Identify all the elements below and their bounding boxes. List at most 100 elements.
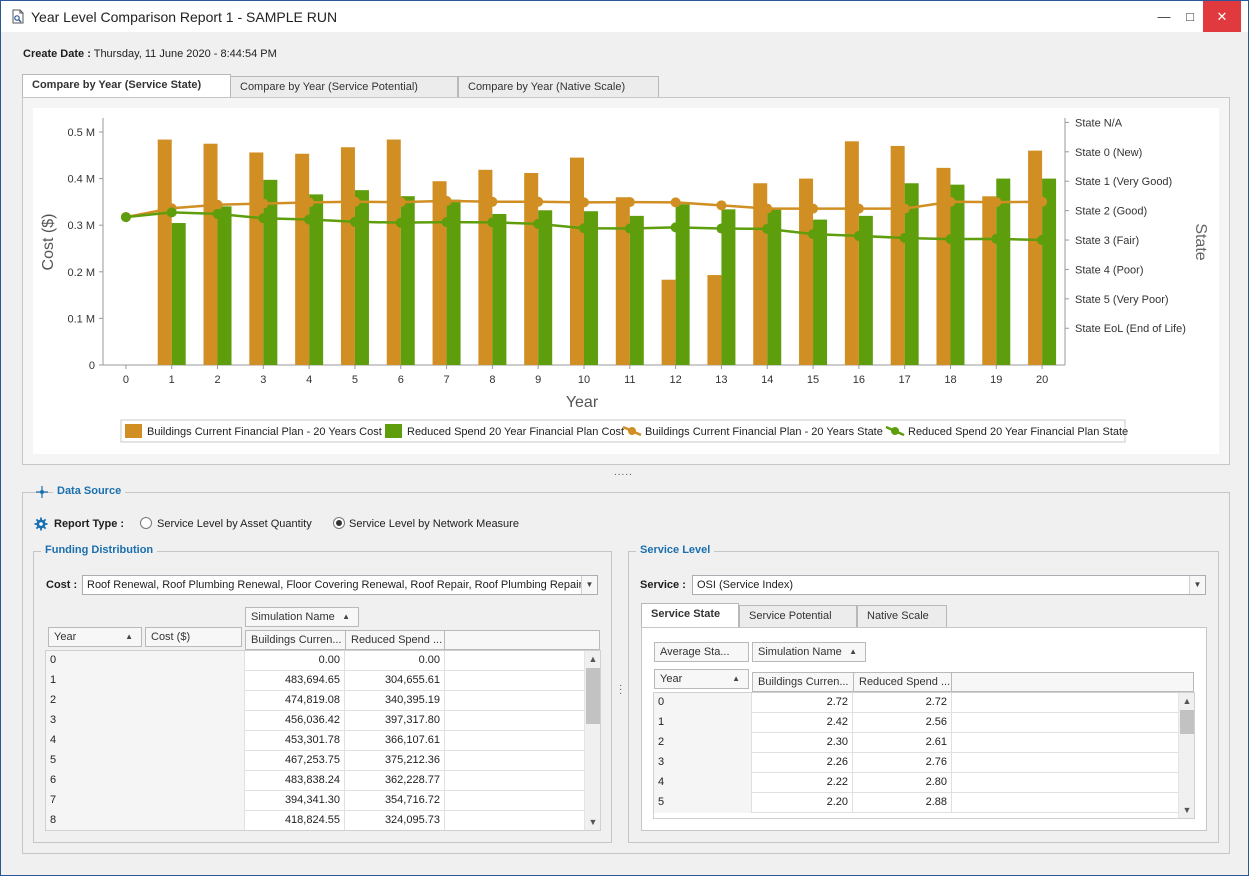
funding-cell-1: 456,036.42 — [245, 711, 345, 731]
service-empty-column-header — [952, 672, 1194, 692]
funding-cell-2: 362,228.77 — [345, 771, 445, 791]
point-buildings-state — [533, 196, 544, 207]
service-combo[interactable]: OSI (Service Index) ▼ — [692, 575, 1206, 595]
tab-compare-service-state[interactable]: Compare by Year (Service State) — [22, 74, 231, 98]
x-tick-label: 7 — [444, 374, 450, 386]
bar-buildings-cost — [982, 196, 997, 365]
point-buildings-state — [716, 200, 727, 211]
cost-column-header[interactable]: Cost ($) — [145, 627, 242, 647]
point-reduced-spend-state — [991, 233, 1002, 244]
close-button[interactable]: ✕ — [1203, 1, 1241, 32]
point-reduced-spend-state — [258, 213, 269, 224]
tab-service-state[interactable]: Service State — [641, 603, 739, 628]
average-state-group-header[interactable]: Average Sta... — [654, 642, 749, 662]
horizontal-splitter[interactable]: · · · — [619, 680, 623, 699]
empty-column-header — [445, 630, 600, 650]
cost-label: Cost : — [46, 579, 78, 591]
table-row[interactable]: 8 418,824.55 324,095.73 — [46, 811, 600, 830]
table-row[interactable]: 2 2.30 2.61 — [654, 733, 1194, 753]
year-column-header[interactable]: Year ▲ — [48, 627, 142, 647]
sort-asc-icon: ▲ — [732, 674, 740, 683]
table-row[interactable]: 0 0.00 0.00 — [46, 651, 600, 671]
point-buildings-state — [1037, 196, 1048, 207]
minimize-button[interactable]: — — [1157, 9, 1171, 24]
service-combo-value: OSI (Service Index) — [697, 579, 793, 591]
table-row[interactable]: 0 2.72 2.72 — [654, 693, 1194, 713]
y2-tick-label: State 0 (New) — [1075, 147, 1142, 159]
point-reduced-spend-state — [624, 223, 635, 234]
table-row[interactable]: 2 474,819.08 340,395.19 — [46, 691, 600, 711]
tab-compare-native-scale[interactable]: Compare by Year (Native Scale) — [458, 76, 659, 98]
scroll-up-icon[interactable]: ▲ — [1182, 696, 1192, 706]
bar-reduced-spend-cost — [400, 196, 415, 365]
x-tick-label: 8 — [489, 374, 495, 386]
service-cell-2: 2.56 — [853, 713, 952, 733]
scroll-up-icon[interactable]: ▲ — [588, 654, 598, 664]
maximize-button[interactable]: □ — [1186, 9, 1194, 24]
table-row[interactable]: 1 2.42 2.56 — [654, 713, 1194, 733]
point-reduced-spend-state — [945, 234, 956, 245]
tab-native-scale[interactable]: Native Scale — [857, 605, 947, 627]
bar-reduced-spend-cost — [584, 211, 598, 365]
x-tick-label: 14 — [761, 374, 773, 386]
table-row[interactable]: 1 483,694.65 304,655.61 — [46, 671, 600, 691]
service-year-column-header[interactable]: Year ▲ — [654, 669, 749, 689]
legend-marker-swatch — [628, 427, 636, 435]
point-reduced-spend-state — [853, 230, 864, 241]
scroll-down-icon[interactable]: ▼ — [588, 817, 598, 827]
service-buildings-column-header[interactable]: Buildings Curren... — [752, 672, 853, 692]
chevron-down-icon[interactable]: ▼ — [1189, 576, 1205, 594]
y-tick-label: 0.3 M — [67, 220, 95, 232]
table-row[interactable]: 7 394,341.30 354,716.72 — [46, 791, 600, 811]
service-cell-0: 1 — [654, 713, 752, 733]
radio-network-measure[interactable] — [333, 517, 345, 529]
tab-service-potential[interactable]: Service Potential — [739, 605, 857, 627]
funding-cell-2: 340,395.19 — [345, 691, 445, 711]
bar-buildings-cost — [340, 147, 355, 365]
table-row[interactable]: 5 467,253.75 375,212.36 — [46, 751, 600, 771]
table-row[interactable]: 4 2.22 2.80 — [654, 773, 1194, 793]
scroll-thumb[interactable] — [586, 668, 600, 724]
radio-asset-quantity[interactable] — [140, 517, 152, 529]
funding-grid-scrollbar[interactable]: ▲ ▼ — [584, 651, 600, 830]
point-reduced-spend-state — [716, 223, 727, 234]
x-tick-label: 2 — [214, 374, 220, 386]
cost-combo-value: Roof Renewal, Roof Plumbing Renewal, Flo… — [87, 579, 591, 591]
bar-reduced-spend-cost — [492, 213, 507, 365]
x-tick-label: 18 — [944, 374, 956, 386]
service-reduced-spend-column-header[interactable]: Reduced Spend ... — [853, 672, 952, 692]
service-grid-scrollbar[interactable]: ▲ ▼ — [1178, 693, 1194, 818]
table-row[interactable]: 3 456,036.42 397,317.80 — [46, 711, 600, 731]
funding-cell-0: 2 — [46, 691, 245, 711]
funding-cell-0: 6 — [46, 771, 245, 791]
reduced-spend-column-header[interactable]: Reduced Spend ... — [345, 630, 445, 650]
point-buildings-state — [624, 197, 635, 208]
comparison-chart: 0 0.1 M 0.2 M 0.3 M 0.4 M 0.5 M State N/A State… — [33, 108, 1219, 454]
vertical-splitter[interactable]: ..... — [614, 467, 633, 478]
chevron-down-icon[interactable]: ▼ — [581, 576, 597, 594]
scroll-thumb[interactable] — [1180, 710, 1194, 734]
x-tick-label: 5 — [352, 374, 358, 386]
point-buildings-state — [808, 203, 819, 214]
data-source-title: Data Source — [53, 485, 126, 497]
service-level-group — [628, 551, 1219, 843]
table-row[interactable]: 5 2.20 2.88 — [654, 793, 1194, 813]
report-icon — [12, 9, 24, 24]
table-row[interactable]: 4 453,301.78 366,107.61 — [46, 731, 600, 751]
funding-cell-0: 8 — [46, 811, 245, 830]
table-row[interactable]: 6 483,838.24 362,228.77 — [46, 771, 600, 791]
simulation-name-group-header[interactable]: Simulation Name ▲ — [245, 607, 359, 627]
buildings-column-header[interactable]: Buildings Curren... — [245, 630, 345, 650]
cost-combo[interactable]: Roof Renewal, Roof Plumbing Renewal, Flo… — [82, 575, 598, 595]
bar-reduced-spend-cost — [675, 204, 690, 365]
bar-buildings-cost — [615, 197, 630, 365]
bar-buildings-cost — [707, 275, 722, 365]
radio-network-measure-label[interactable]: Service Level by Network Measure — [349, 518, 519, 530]
bar-reduced-spend-cost — [1042, 178, 1057, 365]
tab-compare-service-potential[interactable]: Compare by Year (Service Potential) — [230, 76, 458, 98]
service-simulation-name-header[interactable]: Simulation Name ▲ — [752, 642, 866, 662]
scroll-down-icon[interactable]: ▼ — [1182, 805, 1192, 815]
radio-asset-quantity-label[interactable]: Service Level by Asset Quantity — [157, 518, 312, 530]
table-row[interactable]: 3 2.26 2.76 — [654, 753, 1194, 773]
